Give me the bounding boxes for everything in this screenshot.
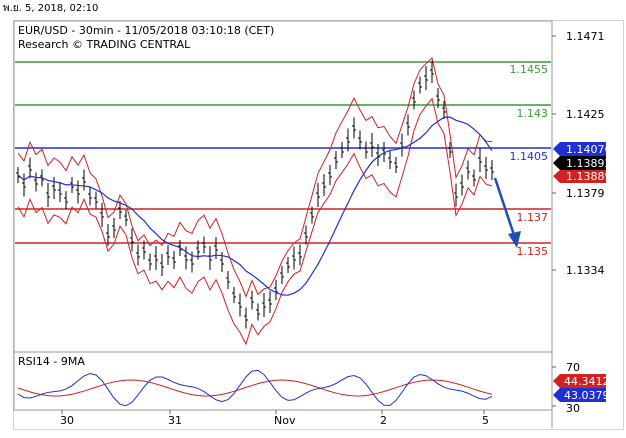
forecast-arrow (493, 177, 521, 248)
svg-text:1.14076: 1.14076 (566, 143, 612, 156)
x-label-5: 5 (482, 414, 489, 427)
price-tag-level: 1.14076 (553, 142, 612, 156)
level-label-1405: 1.1405 (510, 150, 549, 163)
forecast-arrow-head (508, 231, 521, 248)
bollinger-bands (17, 57, 493, 346)
axis-ticks (61, 410, 485, 414)
svg-text:1.13892: 1.13892 (566, 157, 612, 170)
x-label-nov: Nov (274, 414, 296, 427)
price-tick-1425: 1.1425 (566, 108, 605, 121)
support-resistance-levels (15, 61, 551, 244)
bollinger-upper (17, 57, 493, 298)
svg-text:43.0379: 43.0379 (564, 389, 610, 402)
x-label-30: 30 (60, 414, 74, 427)
chart-subtitle: Research © TRADING CENTRAL (18, 38, 191, 51)
bollinger-lower (17, 97, 493, 346)
chart-title: EUR/USD - 30min - 11/05/2018 03:10:18 (C… (18, 24, 274, 37)
forecast-arrow-shaft (493, 177, 517, 239)
rsi-title: RSI14 - 9MA (18, 355, 85, 368)
svg-text:44.3412: 44.3412 (564, 375, 610, 388)
level-label-135: 1.135 (517, 245, 549, 258)
rsi-tick-30: 30 (566, 402, 580, 415)
rsi-ma-line (17, 379, 493, 397)
level-label-137: 1.137 (517, 211, 549, 224)
rsi-tag-value: 43.0379 (553, 388, 610, 402)
moving-average (17, 116, 493, 296)
rsi-tick-70: 70 (566, 361, 580, 374)
x-label-31: 31 (168, 414, 182, 427)
price-tick-1379: 1.1379 (566, 187, 605, 200)
rsi-lines (17, 369, 493, 407)
timestamp: พ.ย. 5, 2018, 02:10 (3, 3, 99, 14)
x-label-2: 2 (380, 414, 387, 427)
price-panel (13, 20, 553, 354)
price-tag-last: 1.13892 (553, 156, 612, 170)
ma-line (17, 116, 493, 296)
price-tag-ma: 1.13889 (553, 170, 612, 183)
level-label-1455: 1.1455 (510, 63, 549, 76)
price-tick-1334: 1.1334 (566, 264, 605, 277)
svg-text:1.13889: 1.13889 (566, 170, 612, 183)
price-bars (16, 61, 494, 329)
rsi-line (17, 369, 493, 407)
level-label-143: 1.143 (517, 107, 549, 120)
price-tick-1471: 1.1471 (566, 30, 605, 43)
rsi-tag-ma: 44.3412 (553, 374, 610, 388)
rsi-panel (13, 351, 553, 411)
